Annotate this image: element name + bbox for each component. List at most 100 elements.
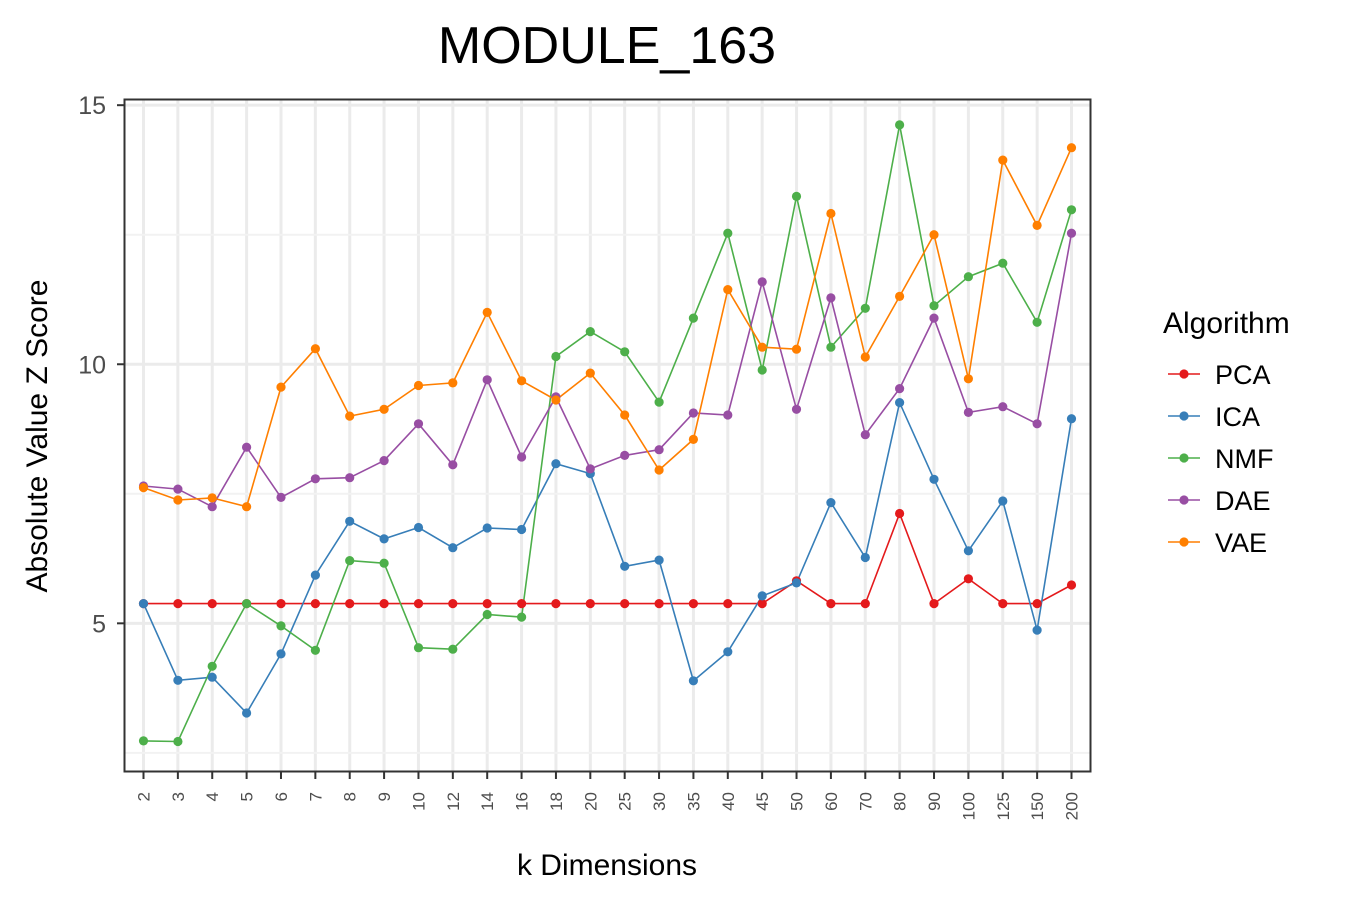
data-point-vae xyxy=(998,155,1008,165)
data-point-ica xyxy=(654,555,664,565)
data-point-nmf xyxy=(138,736,149,746)
data-point-pca xyxy=(654,599,664,609)
data-point-nmf xyxy=(791,191,802,201)
data-point-nmf xyxy=(482,609,492,620)
data-point-vae xyxy=(310,344,320,354)
data-point-pca xyxy=(551,599,561,609)
data-point-dae xyxy=(723,410,733,420)
data-point-pca xyxy=(688,599,699,609)
x-tick-label: 35 xyxy=(684,792,703,811)
legend-key-point xyxy=(1179,411,1189,421)
data-point-dae xyxy=(207,502,217,512)
legend: Algorithm PCA ICA NMF DAE VAE xyxy=(1163,307,1290,558)
data-point-pca xyxy=(895,508,905,519)
data-point-nmf xyxy=(1032,317,1042,327)
data-point-pca xyxy=(310,599,320,609)
x-tick-label: 150 xyxy=(1028,792,1047,820)
data-point-ica xyxy=(757,591,767,601)
y-axis-label: Absolute Value Z Score xyxy=(21,280,54,593)
data-point-nmf xyxy=(757,365,767,375)
data-point-ica xyxy=(998,496,1008,506)
x-tick-label: 125 xyxy=(994,792,1013,820)
legend-label: PCA xyxy=(1215,360,1271,390)
x-tick-label: 70 xyxy=(856,792,875,811)
data-point-vae xyxy=(688,434,699,444)
data-point-pca xyxy=(517,599,527,609)
data-point-ica xyxy=(207,672,217,682)
series-line-vae xyxy=(143,147,1073,508)
data-point-vae xyxy=(517,376,527,386)
series-lines xyxy=(142,124,1073,743)
x-tick-label: 6 xyxy=(272,792,291,801)
data-point-nmf xyxy=(173,736,183,747)
data-point-nmf xyxy=(585,327,595,337)
data-point-nmf xyxy=(517,612,527,622)
data-point-vae xyxy=(860,352,870,362)
data-point-pca xyxy=(1066,580,1077,590)
y-tick-label: 15 xyxy=(78,92,106,120)
x-tick-label: 12 xyxy=(444,792,463,811)
data-point-pca xyxy=(173,599,183,609)
data-point-ica xyxy=(688,676,699,686)
data-point-dae xyxy=(379,456,389,466)
x-tick-label: 4 xyxy=(203,792,222,801)
legend-key-point xyxy=(1179,369,1189,379)
data-point-dae xyxy=(310,474,320,484)
data-point-ica xyxy=(345,516,355,526)
data-point-nmf xyxy=(723,228,733,238)
data-point-dae xyxy=(860,430,870,440)
legend-title: Algorithm xyxy=(1163,307,1290,340)
data-point-pca xyxy=(1032,599,1042,609)
data-point-vae xyxy=(585,368,595,378)
data-point-nmf xyxy=(998,258,1008,268)
data-point-ica xyxy=(482,523,492,533)
data-point-nmf xyxy=(895,120,905,130)
data-point-ica xyxy=(517,524,527,535)
series-points xyxy=(138,120,1077,747)
data-point-dae xyxy=(242,442,252,452)
data-point-pca xyxy=(998,599,1008,609)
data-point-pca xyxy=(757,599,767,609)
data-point-dae xyxy=(654,445,664,455)
series-line-ica xyxy=(142,400,1073,715)
x-tick-label: 7 xyxy=(306,792,325,801)
data-point-dae xyxy=(413,419,424,429)
data-point-dae xyxy=(1032,419,1042,429)
legend-key-point xyxy=(1179,453,1189,463)
data-point-pca xyxy=(482,599,492,609)
data-point-vae xyxy=(620,410,630,420)
data-point-dae xyxy=(482,375,492,385)
data-point-nmf xyxy=(345,556,355,566)
data-point-pca xyxy=(345,599,355,609)
data-point-pca xyxy=(620,599,630,609)
data-point-nmf xyxy=(276,621,286,631)
data-point-vae xyxy=(551,395,561,405)
data-point-vae xyxy=(791,344,802,354)
data-point-pca xyxy=(929,599,939,609)
series-line-nmf xyxy=(143,124,1073,743)
data-point-ica xyxy=(620,561,630,571)
data-point-ica xyxy=(963,546,974,556)
data-point-nmf xyxy=(448,644,458,654)
chart-title: MODULE_163 xyxy=(438,17,776,75)
x-tick-label: 14 xyxy=(478,792,497,811)
data-point-pca xyxy=(963,574,974,584)
data-point-vae xyxy=(413,380,424,391)
y-axis: 5 10 15 xyxy=(78,92,124,638)
data-point-pca xyxy=(448,599,458,609)
data-point-vae xyxy=(826,208,836,219)
data-point-vae xyxy=(963,374,974,384)
x-tick-label: 3 xyxy=(169,792,188,801)
data-point-vae xyxy=(654,465,664,475)
legend-key-point xyxy=(1179,537,1189,547)
data-point-nmf xyxy=(620,347,630,357)
data-point-vae xyxy=(207,493,217,503)
data-point-pca xyxy=(860,599,870,609)
data-point-ica xyxy=(173,675,183,685)
data-point-nmf xyxy=(413,643,424,653)
data-point-nmf xyxy=(963,272,974,282)
data-point-vae xyxy=(138,483,149,493)
data-point-vae xyxy=(1066,143,1077,153)
data-point-ica xyxy=(242,708,252,718)
